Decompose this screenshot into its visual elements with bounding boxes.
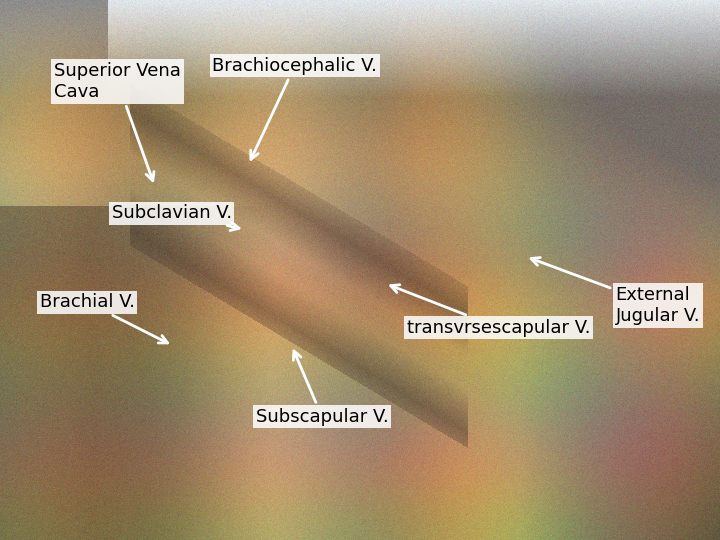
Text: Brachiocephalic V.: Brachiocephalic V. <box>212 57 377 159</box>
Text: Subclavian V.: Subclavian V. <box>112 204 239 231</box>
Text: transvrsescapular V.: transvrsescapular V. <box>391 285 590 336</box>
Text: External
Jugular V.: External Jugular V. <box>531 258 701 325</box>
Text: Superior Vena
Cava: Superior Vena Cava <box>54 62 181 181</box>
Text: Subscapular V.: Subscapular V. <box>256 351 388 426</box>
Text: Brachial V.: Brachial V. <box>40 293 168 343</box>
